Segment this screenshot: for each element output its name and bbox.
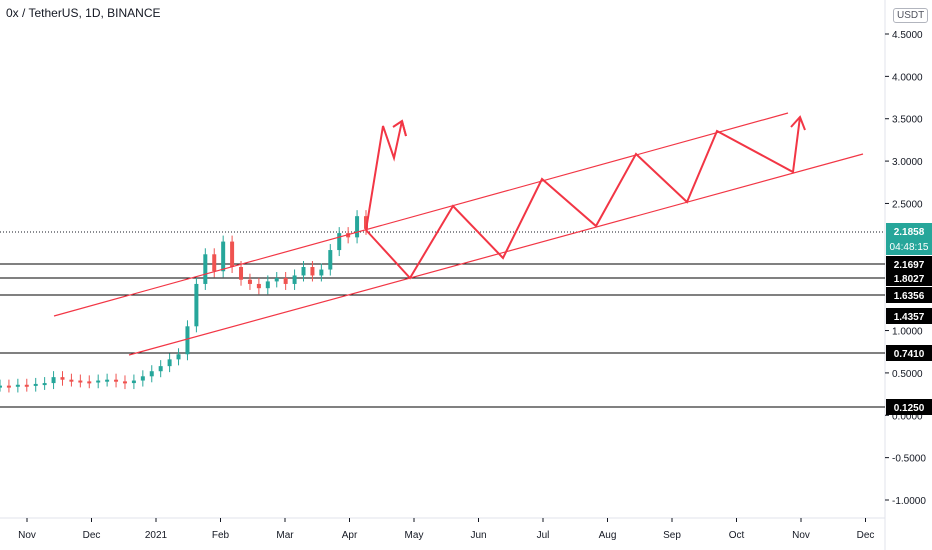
y-tick-label: 0.5000	[892, 369, 923, 380]
candle-body	[114, 379, 119, 382]
y-tick-label: 3.5000	[892, 115, 923, 126]
candle-body	[319, 269, 324, 276]
channel-upper-line[interactable]	[53, 112, 789, 317]
candle-body	[69, 379, 74, 382]
candle-body	[0, 385, 2, 388]
projection-zigzag-path[interactable]	[365, 116, 801, 280]
candle-body	[131, 380, 136, 384]
level-price-label: 0.1250	[894, 403, 925, 414]
level-price-tag	[886, 399, 932, 415]
y-tick-label: 4.5000	[892, 30, 923, 41]
projection-arrow-head	[790, 115, 806, 131]
candle-body	[328, 250, 333, 270]
level-price-label: 0.7410	[894, 349, 925, 360]
level-price-label: 2.1697	[894, 260, 925, 271]
candle-body	[149, 371, 154, 377]
candle-body	[230, 241, 235, 267]
candle-body	[212, 254, 217, 272]
candle-body	[221, 241, 226, 272]
candle-body	[122, 381, 127, 384]
channel-lower-line[interactable]	[128, 153, 864, 356]
y-tick-label: 3.0000	[892, 157, 923, 168]
candle-body	[42, 383, 47, 386]
candle-body	[364, 216, 368, 229]
currency-unit-badge[interactable]: USDT	[893, 8, 929, 23]
breakout-arrow-path[interactable]	[365, 120, 407, 231]
candle-body	[256, 283, 261, 289]
x-tick-label: Nov	[18, 530, 36, 541]
level-price-label: 1.6356	[894, 291, 925, 302]
x-tick-label: Dec	[83, 530, 101, 541]
y-tick-label: 0.0000	[892, 411, 923, 422]
current-price-label: 2.1858	[894, 227, 925, 238]
candle-body	[337, 233, 342, 251]
candle-body	[167, 359, 172, 367]
candle-body	[158, 366, 163, 372]
current-price-tag	[886, 223, 932, 255]
extra-price-tag	[886, 308, 932, 324]
y-tick-label: 4.0000	[892, 72, 923, 83]
candle-body	[15, 384, 20, 387]
x-tick-label: Nov	[792, 530, 810, 541]
x-tick-label: Sep	[663, 530, 681, 541]
y-tick-label: -0.5000	[892, 454, 926, 465]
candle-body	[24, 384, 29, 387]
candle-body	[185, 326, 190, 355]
candle-body	[33, 383, 38, 386]
candle-body	[105, 379, 110, 382]
candle-body	[140, 376, 145, 381]
y-tick-label: 1.0000	[892, 327, 923, 338]
x-tick-label: May	[405, 530, 424, 541]
y-tick-label: -1.0000	[892, 496, 926, 507]
level-price-tag	[886, 256, 932, 272]
candle-body	[301, 267, 306, 276]
chart-title: 0x / TetherUS, 1D, BINANCE	[6, 6, 161, 20]
x-tick-label: Apr	[342, 530, 358, 541]
level-price-tag	[886, 270, 932, 286]
candle-body	[239, 267, 244, 280]
y-tick-label: 2.5000	[892, 199, 923, 210]
x-tick-label: Feb	[212, 530, 230, 541]
extra-price-label: 1.4357	[894, 312, 925, 323]
candle-body	[265, 281, 270, 289]
x-tick-label: Aug	[599, 530, 617, 541]
x-tick-label: Dec	[857, 530, 875, 541]
candle-body	[310, 267, 315, 276]
candle-body	[203, 254, 208, 284]
candle-body	[355, 216, 360, 238]
breakout-arrow-head	[392, 119, 407, 137]
candle-body	[96, 380, 101, 383]
level-price-tag	[886, 287, 932, 303]
candle-body	[283, 278, 288, 284]
x-tick-label: Mar	[276, 530, 294, 541]
x-tick-label: Jun	[470, 530, 486, 541]
candle-body	[292, 275, 297, 284]
candle-body	[176, 354, 181, 360]
candle-body	[78, 380, 83, 383]
candle-body	[274, 278, 279, 282]
candle-body	[6, 385, 11, 388]
candle-body	[247, 279, 252, 284]
x-tick-label: 2021	[145, 530, 168, 541]
x-tick-label: Jul	[537, 530, 550, 541]
x-tick-label: Oct	[729, 530, 745, 541]
level-price-tag	[886, 345, 932, 361]
candle-body	[60, 377, 65, 380]
candle-body	[87, 381, 92, 384]
candle-body	[194, 283, 199, 327]
level-price-label: 1.8027	[894, 274, 925, 285]
candle-body	[51, 377, 56, 384]
countdown-label: 04:48:15	[890, 242, 929, 253]
